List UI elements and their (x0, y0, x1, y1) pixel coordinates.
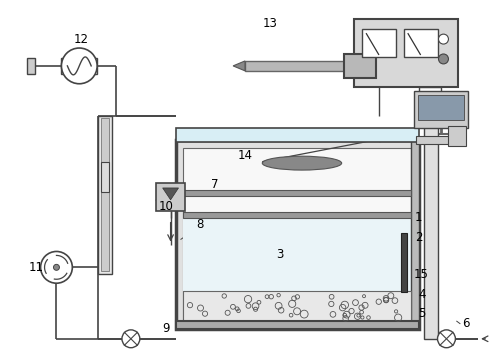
Bar (418, 95, 464, 121)
Text: 15: 15 (413, 268, 428, 281)
Bar (62, 58, 97, 74)
Text: 12: 12 (74, 33, 89, 46)
Text: 14: 14 (238, 149, 252, 162)
Bar (98, 115, 112, 274)
Text: 5: 5 (418, 307, 425, 321)
Bar (184, 190, 411, 196)
Bar (101, 162, 109, 192)
Bar (184, 291, 411, 321)
Bar (176, 140, 419, 329)
Bar (354, 19, 459, 87)
Bar (155, 183, 185, 211)
Text: 6: 6 (462, 317, 470, 330)
Text: 8: 8 (197, 218, 204, 231)
Bar (176, 129, 419, 142)
Text: 4: 4 (418, 287, 426, 301)
Text: 7: 7 (212, 179, 219, 191)
Bar (424, 115, 437, 339)
Circle shape (437, 330, 456, 348)
Text: 9: 9 (162, 322, 169, 335)
Polygon shape (233, 61, 245, 71)
Circle shape (122, 330, 140, 348)
Polygon shape (163, 188, 179, 200)
Bar (245, 61, 344, 71)
Bar (184, 148, 411, 321)
Text: 1: 1 (415, 211, 423, 224)
Bar (404, 29, 437, 57)
Circle shape (62, 48, 97, 84)
Bar (101, 118, 109, 271)
Bar (27, 58, 34, 74)
Ellipse shape (262, 156, 341, 170)
Text: 13: 13 (262, 17, 277, 30)
Bar (416, 136, 460, 144)
Circle shape (438, 54, 448, 64)
Circle shape (438, 34, 448, 44)
Bar (414, 91, 468, 129)
Text: 10: 10 (158, 200, 173, 213)
Text: 2: 2 (415, 231, 423, 244)
Text: 3: 3 (276, 248, 283, 261)
Bar (411, 140, 419, 329)
Bar (448, 126, 466, 146)
Text: 11: 11 (29, 261, 44, 274)
Bar (184, 212, 411, 218)
Circle shape (54, 264, 60, 270)
Bar (344, 54, 376, 78)
Bar (401, 233, 407, 292)
Circle shape (40, 252, 72, 283)
Bar (176, 321, 419, 329)
Bar (184, 218, 411, 291)
Bar (362, 29, 396, 57)
